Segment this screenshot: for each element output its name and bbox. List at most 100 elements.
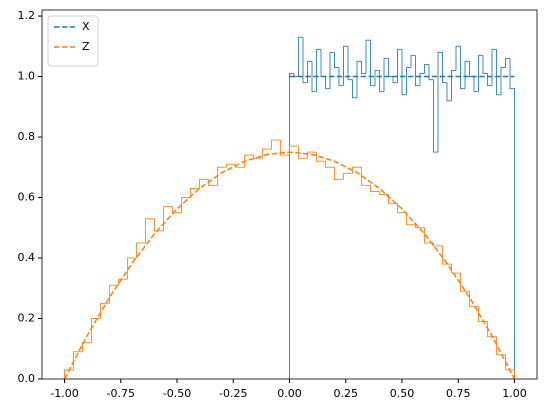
- histogram-step: [217, 166, 227, 186]
- legend: XZ: [47, 15, 99, 67]
- histogram-step: [496, 49, 501, 96]
- histogram-step: [374, 69, 380, 86]
- histogram-step: [190, 187, 200, 198]
- y-tick-label: 0.8: [18, 130, 36, 143]
- histogram-step: [424, 63, 429, 74]
- histogram-step: [316, 48, 321, 92]
- histogram-step: [289, 145, 299, 156]
- histogram-step: [451, 264, 461, 274]
- histogram-step: [487, 321, 497, 338]
- histogram-step: [460, 46, 465, 90]
- histogram-step: [73, 351, 83, 370]
- histogram-step: [298, 146, 308, 159]
- histogram-step: [361, 61, 366, 75]
- histogram-step: [172, 206, 182, 214]
- histogram-step: [352, 79, 357, 99]
- histogram-step: [379, 70, 384, 93]
- histogram-step: [388, 194, 398, 205]
- histogram-step: [433, 79, 438, 153]
- histogram-step: [442, 245, 452, 265]
- histogram-step: [347, 46, 353, 81]
- histogram-step: [311, 61, 317, 93]
- x-tick-label: -1.00: [50, 387, 78, 400]
- histogram-step: [325, 76, 330, 90]
- y-tick-label: 0.6: [18, 191, 36, 204]
- histogram-step: [226, 163, 236, 168]
- histogram-step: [397, 48, 402, 83]
- histogram-step: [307, 60, 312, 83]
- legend-label: X: [82, 20, 90, 33]
- histogram-step: [442, 52, 447, 84]
- histogram-step: [352, 166, 362, 174]
- histogram-step: [415, 55, 420, 87]
- histogram-step: [343, 45, 348, 86]
- y-tick-label: 0.0: [18, 372, 36, 385]
- plot-frame: [41, 9, 538, 380]
- histogram-step: [64, 369, 74, 379]
- histogram-step: [338, 67, 344, 87]
- histogram-step: [365, 39, 371, 74]
- x-tick-label: 0.25: [334, 387, 359, 400]
- histogram-step: [406, 212, 416, 226]
- histogram-step: [509, 58, 515, 379]
- histogram-step: [91, 318, 101, 343]
- histogram-step: [419, 73, 425, 86]
- histogram-step: [478, 306, 488, 323]
- histogram-step: [491, 48, 497, 86]
- legend-label: Z: [82, 40, 90, 53]
- x-tick-label: 0.75: [446, 387, 471, 400]
- y-tick-label: 1.2: [18, 9, 36, 22]
- x-tick-label: 0.50: [390, 387, 415, 400]
- y-tick-label: 0.4: [18, 251, 36, 264]
- histogram-step: [361, 167, 371, 186]
- histogram-step: [464, 60, 470, 89]
- histogram-step: [298, 36, 303, 77]
- histogram-step: [505, 57, 510, 68]
- histogram-step: [473, 76, 479, 93]
- histogram-step: [82, 342, 92, 352]
- histogram-step: [329, 51, 335, 89]
- histogram-step: [415, 224, 425, 229]
- histogram-step: [325, 161, 335, 168]
- x-tick-label: -0.75: [107, 387, 135, 400]
- histogram-step: [334, 52, 339, 68]
- histogram-step: [118, 278, 128, 286]
- histogram-step: [460, 273, 470, 292]
- histogram-step: [356, 60, 362, 98]
- histogram-step: [181, 197, 191, 213]
- histogram-step: [307, 151, 317, 159]
- histogram-step: [406, 66, 411, 95]
- histogram-step: [455, 45, 461, 71]
- histogram-step: [244, 154, 254, 168]
- histogram-step: [478, 54, 483, 92]
- x-tick-label: -0.50: [163, 387, 191, 400]
- histogram-step: [145, 218, 155, 243]
- histogram-step: [109, 284, 119, 304]
- histogram-step: [383, 57, 389, 92]
- histogram-step: [428, 64, 434, 81]
- histogram-step: [379, 191, 389, 195]
- histogram-step: [316, 152, 326, 162]
- histogram-step: [262, 148, 272, 159]
- histogram-step: [334, 167, 344, 180]
- pdf-line: [63, 151, 516, 380]
- y-tick-label: 1.0: [18, 70, 36, 83]
- x-tick-label: 0.00: [277, 387, 302, 400]
- histogram-step: [451, 69, 456, 101]
- histogram-step: [154, 218, 164, 232]
- histogram-step: [469, 61, 474, 78]
- x-tick-label: -0.25: [219, 387, 247, 400]
- histogram-step: [388, 58, 393, 78]
- histogram-step: [199, 178, 209, 189]
- y-tick-label: 0.2: [18, 312, 36, 325]
- histogram-step: [271, 139, 281, 150]
- histogram-step: [500, 66, 506, 95]
- histogram-step: [320, 49, 326, 78]
- histogram-step: [343, 172, 353, 180]
- histogram-step: [446, 82, 452, 102]
- histogram-step: [487, 73, 492, 87]
- histogram-step: [136, 242, 146, 259]
- histogram-step: [370, 185, 380, 192]
- x-tick-label: 1.00: [502, 387, 527, 400]
- histogram-step: [496, 336, 506, 356]
